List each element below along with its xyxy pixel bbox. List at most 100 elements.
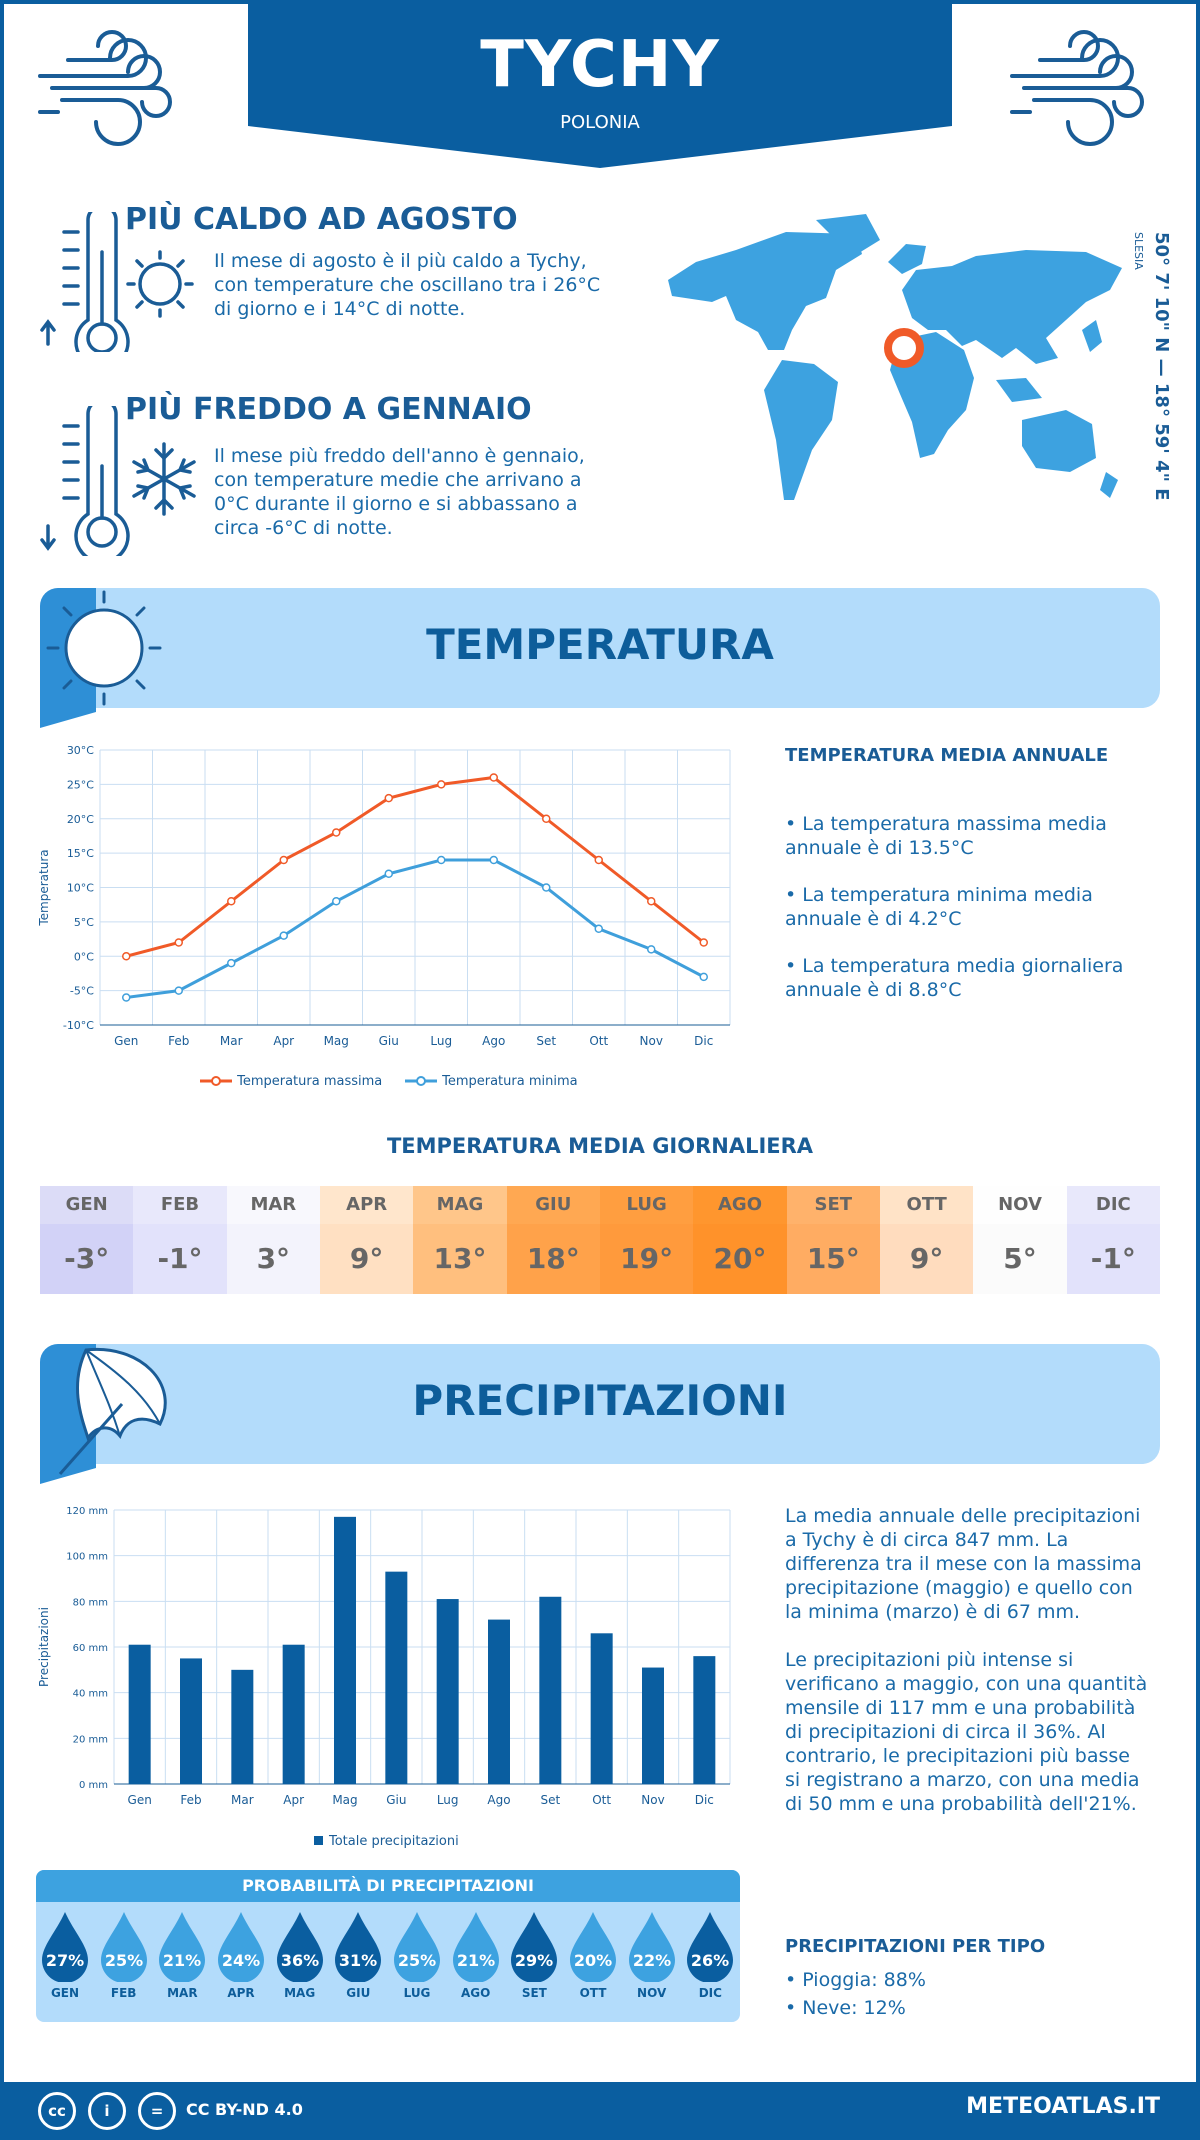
drop-icon: 25% <box>100 1912 147 1983</box>
x-tick-label: Apr <box>283 1793 304 1807</box>
header-banner <box>248 0 952 168</box>
drop-value: 26% <box>691 1951 729 1970</box>
x-tick-label: Lug <box>437 1793 459 1807</box>
daily-month: FEB <box>133 1186 227 1224</box>
no-derivatives-icon[interactable]: = <box>138 2092 176 2130</box>
drop-month: MAG <box>284 1986 316 2000</box>
probability-drop: 21% MAR <box>157 1910 207 2000</box>
data-point <box>122 993 131 1002</box>
probability-drop: 24% APR <box>216 1910 266 2000</box>
data-point <box>489 855 498 865</box>
license-label[interactable]: CC BY-ND 4.0 <box>186 2100 303 2119</box>
y-axis-label: Precipitazioni <box>37 1607 51 1687</box>
probability-drop: 21% AGO <box>451 1910 501 2000</box>
bar <box>180 1658 202 1784</box>
site-link[interactable]: METEOATLAS.IT <box>966 2094 1160 2119</box>
x-tick-label: Ott <box>589 1034 608 1048</box>
daily-month: MAR <box>226 1186 320 1224</box>
daily-month: NOV <box>973 1186 1067 1224</box>
drop-icon: 21% <box>452 1912 499 1983</box>
data-point <box>594 855 603 865</box>
daily-temp-table: GEN -3° FEB -1° MAR 3° APR 9° MAG 13° GIU 18° LUG 19°… <box>40 1186 1160 1294</box>
data-point <box>647 897 656 906</box>
x-tick-label: Mag <box>324 1034 349 1048</box>
wind-icon <box>38 30 172 146</box>
bar <box>128 1644 151 1784</box>
probability-drop: 31% GIU <box>333 1910 383 2000</box>
legend-max-label: Temperatura massima <box>237 1074 383 1089</box>
drop-value: 20% <box>574 1951 612 1970</box>
data-point <box>384 793 393 803</box>
y-tick-label: 40 mm <box>73 1689 108 1700</box>
probability-row: 27% GEN 25% FEB 21% MAR 24% APR 36% MAG 31% GIU 25% L… <box>36 1904 740 2022</box>
thermometer-sun-icon <box>40 212 194 352</box>
bar <box>231 1669 254 1784</box>
x-tick-label: Set <box>540 1793 560 1807</box>
bar <box>590 1633 613 1784</box>
daily-value: -1° <box>1066 1224 1160 1294</box>
drop-month: GIU <box>346 1986 371 2000</box>
daily-month: SET <box>786 1186 880 1224</box>
precip-type-snow: • Neve: 12% <box>785 1997 906 2019</box>
y-tick-label: 80 mm <box>73 1597 108 1608</box>
umbrella-icon <box>40 1344 167 1484</box>
city-title: TYCHY <box>480 28 720 102</box>
drop-value: 24% <box>222 1951 260 1970</box>
y-tick-label: 15°C <box>67 847 94 860</box>
world-map <box>668 214 1122 500</box>
legend-min: Temperatura minima <box>405 1070 578 1089</box>
drop-icon: 21% <box>159 1912 206 1983</box>
bar <box>385 1571 408 1784</box>
drop-month: SET <box>521 1986 547 2000</box>
drop-icon: 29% <box>511 1912 558 1983</box>
series-line-0 <box>125 775 705 958</box>
drop-icon: 22% <box>628 1912 675 1983</box>
data-point <box>279 931 288 940</box>
drop-value: 29% <box>515 1951 553 1970</box>
data-point <box>542 883 551 892</box>
data-point <box>384 869 393 878</box>
drop-icon: 20% <box>570 1912 616 1983</box>
probability-title: PROBABILITÀ DI PRECIPITAZIONI <box>36 1870 740 1902</box>
y-axis-label: Temperatura <box>37 849 51 926</box>
data-point <box>174 938 183 947</box>
precip-type-title: PRECIPITAZIONI PER TIPO <box>785 1936 1046 1957</box>
data-point <box>227 958 236 968</box>
drop-month: DIC <box>698 1986 722 2000</box>
bar <box>436 1599 459 1784</box>
drop-value: 31% <box>339 1951 377 1970</box>
attribution-icon[interactable]: i <box>88 2092 126 2130</box>
hottest-title: PIÙ CALDO AD AGOSTO <box>125 202 518 237</box>
daily-month: GEN <box>40 1186 134 1224</box>
y-tick-label: 0 mm <box>79 1780 108 1791</box>
bar <box>539 1596 562 1784</box>
precip-chart: 120 mm 100 mm 80 mm 60 mm 40 mm 20 mm 0 mm Gen F… <box>37 1506 731 1807</box>
x-tick-label: Mar <box>220 1034 243 1048</box>
data-point <box>647 945 656 954</box>
x-tick-label: Nov <box>641 1793 664 1807</box>
probability-drop: 26% DIC <box>685 1910 735 2000</box>
x-tick-label: Dic <box>694 1034 713 1048</box>
daily-value: 13° <box>413 1224 507 1294</box>
daily-value: 15° <box>786 1224 880 1294</box>
drop-value: 21% <box>163 1951 201 1970</box>
x-tick-label: Mar <box>231 1793 254 1807</box>
daily-value: 3° <box>226 1224 320 1294</box>
drop-month: GEN <box>50 1986 80 2000</box>
y-tick-label: 60 mm <box>73 1643 108 1654</box>
daily-month: MAG <box>413 1186 507 1224</box>
daily-month: APR <box>320 1186 414 1224</box>
legend-min-label: Temperatura minima <box>442 1074 578 1089</box>
precip-text-2: Le precipitazioni più intense si verific… <box>785 1649 1148 1815</box>
x-tick-label: Lug <box>430 1034 452 1048</box>
bar <box>282 1644 305 1784</box>
daily-value: 9° <box>880 1224 974 1294</box>
daily-temp-title: TEMPERATURA MEDIA GIORNALIERA <box>386 1134 814 1158</box>
y-tick-label: 100 mm <box>66 1552 108 1563</box>
cc-icon[interactable]: cc <box>38 2092 76 2130</box>
x-tick-label: Feb <box>180 1793 201 1807</box>
drop-month: NOV <box>637 1986 667 2000</box>
drop-value: 27% <box>46 1951 84 1970</box>
bar <box>488 1619 510 1784</box>
daily-value: 18° <box>506 1224 600 1294</box>
